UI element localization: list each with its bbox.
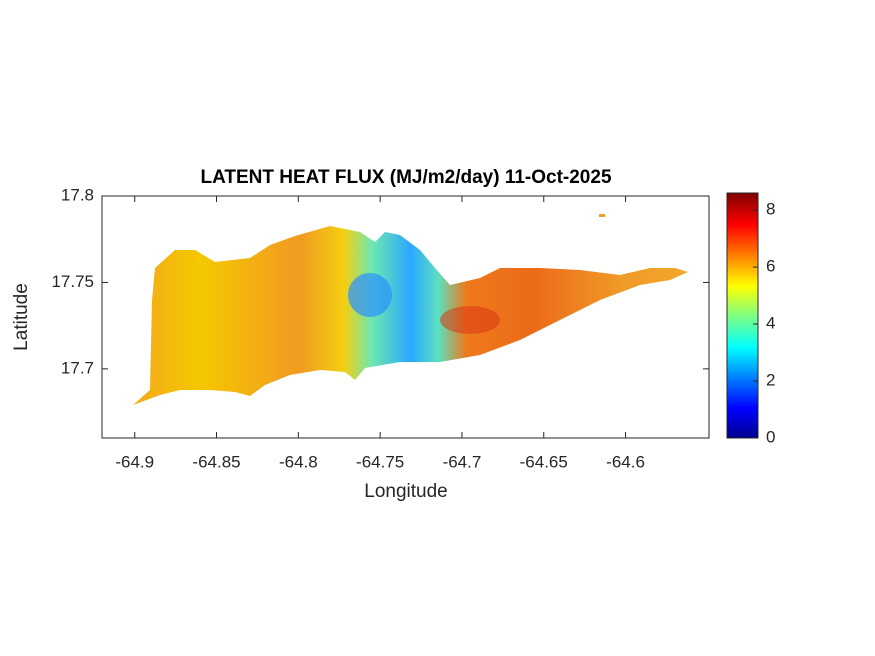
x-tick-label: -64.75 (356, 452, 404, 471)
colorbar-tick-label: 2 (766, 371, 775, 390)
colorbar-tick-label: 6 (766, 257, 775, 276)
islet (599, 214, 605, 217)
y-tick-label: 17.75 (51, 272, 94, 291)
x-tick-label: -64.7 (443, 452, 482, 471)
island (133, 226, 688, 405)
colorbar-tick-label: 0 (766, 427, 775, 446)
x-axis-label: Longitude (364, 481, 447, 502)
y-axis-label: Latitude (11, 283, 32, 351)
axes-box (101, 195, 710, 439)
low-flux-area (348, 273, 392, 317)
y-tick-label: 17.8 (61, 185, 94, 204)
colorbar-tick-label: 4 (766, 314, 775, 333)
chart-title: LATENT HEAT FLUX (MJ/m2/day) 11-Oct-2025 (200, 167, 611, 188)
high-flux-area (440, 306, 500, 334)
colorbar (726, 192, 759, 439)
x-tick-label: -64.6 (606, 452, 645, 471)
x-tick-label: -64.9 (115, 452, 154, 471)
y-tick-label: 17.7 (61, 358, 94, 377)
x-tick-label: -64.65 (520, 452, 568, 471)
x-tick-label: -64.85 (192, 452, 240, 471)
x-tick-label: -64.8 (279, 452, 318, 471)
colorbar-tick-label: 8 (766, 200, 775, 219)
